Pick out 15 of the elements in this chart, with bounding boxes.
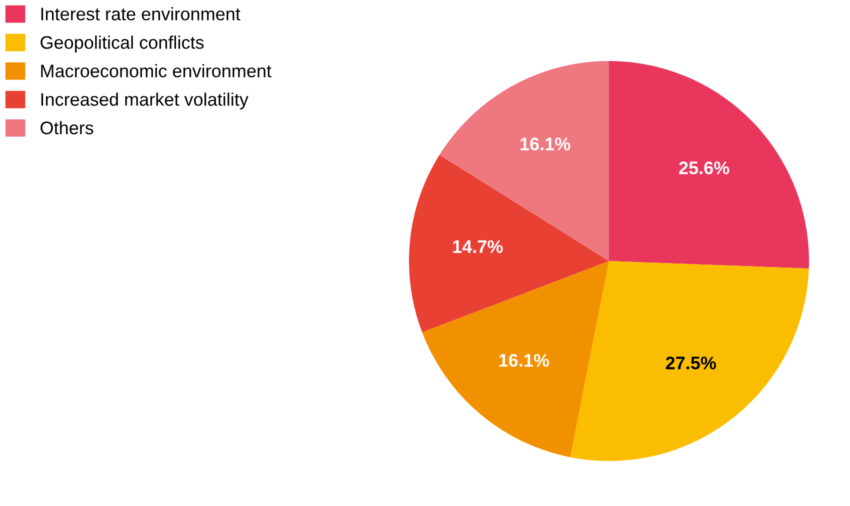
pie-slice bbox=[570, 261, 809, 461]
data-label: 25.6% bbox=[679, 162, 730, 174]
data-label: 14.7% bbox=[453, 240, 503, 253]
legend-label: Macroeconomic environment bbox=[41, 64, 272, 78]
legend-label: Increased market volatility bbox=[41, 92, 248, 110]
pie-slice bbox=[609, 61, 809, 269]
pie-slice bbox=[422, 261, 609, 458]
pie-slice bbox=[409, 154, 609, 332]
legend-label: Geopolitical conflicts bbox=[40, 36, 204, 52]
data-label: 27.5% bbox=[666, 356, 716, 370]
data-label: 16.1% bbox=[499, 354, 550, 367]
legend-label: Others bbox=[40, 121, 94, 134]
legend-label: Interest rate environment bbox=[41, 7, 240, 20]
data-label: 16.1% bbox=[520, 138, 570, 150]
pie-slice bbox=[439, 61, 609, 261]
